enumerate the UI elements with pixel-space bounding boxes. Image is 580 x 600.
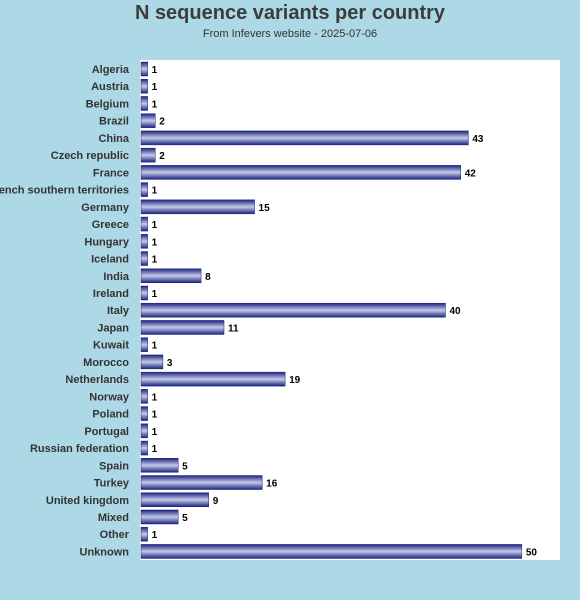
bar-spain — [140, 458, 179, 473]
category-label: Unknown — [80, 546, 130, 558]
bar-french-southern-territories — [140, 182, 148, 197]
category-label: Germany — [81, 202, 130, 214]
bar-united-kingdom — [140, 492, 209, 507]
category-label: Kuwait — [93, 340, 129, 352]
bar-greece — [140, 216, 148, 232]
value-label: 50 — [526, 547, 538, 558]
bar-czech-republic — [140, 147, 156, 163]
value-label: 9 — [213, 496, 219, 507]
value-label: 1 — [152, 65, 158, 76]
value-label: 1 — [152, 237, 158, 248]
value-label: 1 — [152, 341, 158, 352]
category-label: Hungary — [84, 236, 130, 248]
value-label: 1 — [152, 444, 158, 455]
category-label: Japan — [97, 322, 129, 334]
bar-poland — [140, 406, 148, 421]
category-label: Russian federation — [30, 443, 129, 455]
category-label: Belgium — [86, 98, 130, 110]
category-label: Spain — [99, 460, 129, 472]
bar-morocco — [140, 354, 164, 370]
bar-norway — [140, 389, 148, 404]
value-label: 1 — [152, 99, 158, 110]
bar-france — [140, 165, 461, 180]
bar-brazil — [140, 113, 156, 128]
category-label: Ireland — [93, 288, 129, 300]
value-label: 40 — [449, 306, 461, 317]
category-label: India — [103, 271, 130, 283]
bar-portugal — [140, 423, 148, 439]
value-label: 1 — [152, 255, 158, 266]
value-label: 2 — [159, 117, 165, 128]
bar-italy — [140, 302, 446, 318]
category-label: French southern territories — [0, 185, 129, 197]
bar-hungary — [140, 234, 148, 249]
value-label: 1 — [152, 186, 158, 197]
bar-unknown — [140, 544, 523, 559]
bar-ireland — [140, 285, 148, 301]
bar-algeria — [140, 61, 148, 77]
bar-japan — [140, 320, 225, 335]
value-label: 43 — [472, 134, 484, 145]
category-label: Turkey — [94, 478, 130, 490]
value-label: 42 — [465, 168, 477, 179]
bars — [140, 61, 523, 559]
value-label: 5 — [182, 461, 188, 472]
category-label: Iceland — [91, 254, 129, 266]
value-label: 15 — [259, 203, 271, 214]
value-label: 16 — [266, 479, 278, 490]
value-label: 1 — [152, 427, 158, 438]
category-label: Mixed — [98, 512, 129, 524]
value-label: 1 — [152, 289, 158, 300]
bar-iceland — [140, 251, 148, 266]
value-label: 1 — [152, 530, 158, 541]
category-label: Italy — [107, 305, 130, 317]
value-label: 11 — [228, 323, 239, 334]
bar-netherlands — [140, 371, 286, 387]
category-label: Poland — [92, 409, 129, 421]
category-label: Norway — [89, 391, 130, 403]
bar-other — [140, 526, 148, 542]
bar-turkey — [140, 475, 263, 490]
value-label: 19 — [289, 375, 301, 386]
bar-mixed — [140, 509, 179, 525]
bar-kuwait — [140, 337, 148, 352]
bar-india — [140, 268, 202, 284]
category-label: Other — [100, 529, 130, 541]
category-label: Czech republic — [51, 150, 129, 162]
category-label: Portugal — [84, 426, 129, 438]
bar-belgium — [140, 96, 148, 111]
category-label: Algeria — [92, 64, 130, 76]
value-label: 1 — [152, 392, 158, 403]
value-label: 2 — [159, 151, 165, 162]
category-label: United kingdom — [46, 495, 129, 507]
chart-subtitle: From Infevers website - 2025-07-06 — [202, 28, 378, 40]
value-label: 1 — [152, 410, 158, 421]
value-label: 8 — [205, 272, 211, 283]
category-labels: Algeria Austria Belgium Brazil China Czech re… — [0, 64, 130, 558]
category-label: Brazil — [99, 116, 129, 128]
bar-china — [140, 130, 469, 146]
category-label: China — [98, 133, 129, 145]
bar-austria — [140, 78, 148, 94]
value-label: 1 — [152, 82, 158, 93]
category-label: Greece — [92, 219, 129, 231]
value-label: 3 — [167, 358, 173, 369]
category-label: Morocco — [83, 357, 129, 369]
category-label: Netherlands — [65, 374, 129, 386]
category-label: Austria — [91, 81, 130, 93]
bar-germany — [140, 199, 255, 215]
chart-title: N sequence variants per country — [134, 2, 446, 24]
value-label: 5 — [182, 513, 188, 524]
category-label: France — [93, 167, 129, 179]
bar-russian-federation — [140, 440, 148, 456]
value-label: 1 — [152, 220, 158, 231]
